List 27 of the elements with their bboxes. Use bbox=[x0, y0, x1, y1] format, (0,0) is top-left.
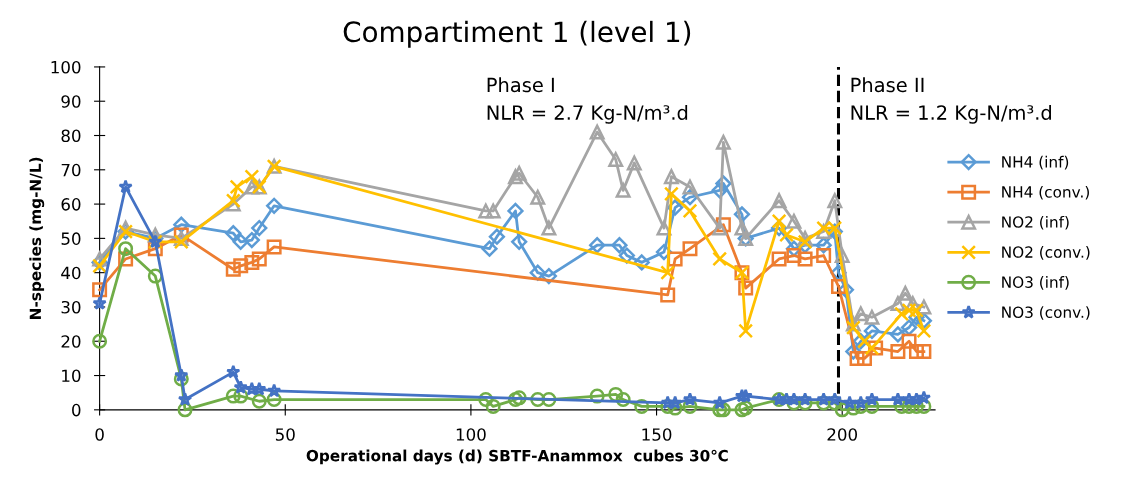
legend-label: NH4 (inf) bbox=[1002, 155, 1069, 170]
y-tick-label: 90 bbox=[61, 95, 81, 108]
y-tick-label: 30 bbox=[61, 300, 81, 314]
legend-label: NO2 (inf) bbox=[1002, 215, 1069, 230]
legend-label: NO2 (conv.) bbox=[1002, 246, 1090, 260]
x-tick-label: 150 bbox=[642, 428, 672, 441]
x-tick-label: 200 bbox=[827, 428, 858, 441]
y-tick-label: 70 bbox=[61, 163, 81, 177]
y-tick-label: 50 bbox=[61, 232, 81, 245]
y-tick-label: 80 bbox=[61, 129, 81, 143]
x-tick-label: 0 bbox=[95, 428, 104, 441]
y-tick-label: 20 bbox=[61, 335, 81, 348]
y-tick-label: 40 bbox=[61, 266, 81, 280]
y-tick-label: 10 bbox=[62, 369, 81, 383]
y-tick-label: 0 bbox=[72, 403, 81, 417]
x-axis-title: Operational days (d) SBTF-Anammox cubes 30℃ bbox=[306, 449, 728, 465]
y-tick-label: 100 bbox=[51, 60, 81, 74]
legend-label: NO3 (inf) bbox=[1002, 276, 1069, 290]
y-axis-title: N-species (mg-N/L) bbox=[29, 157, 45, 319]
x-tick-label: 100 bbox=[456, 428, 486, 441]
annotation: Phase II NLR = 1.2 Kg-N/m³.d bbox=[851, 77, 1051, 124]
annotation: Phase I NLR = 2.7 Kg-N/m³.d bbox=[487, 77, 688, 124]
y-tick-label: 60 bbox=[61, 198, 81, 211]
legend-label: NO3 (conv.) bbox=[1002, 306, 1090, 320]
x-tick-label: 50 bbox=[275, 428, 295, 441]
legend-label: NH4 (conv.) bbox=[1002, 185, 1089, 200]
chart-title: Compartiment 1 (level 1) bbox=[343, 20, 691, 48]
